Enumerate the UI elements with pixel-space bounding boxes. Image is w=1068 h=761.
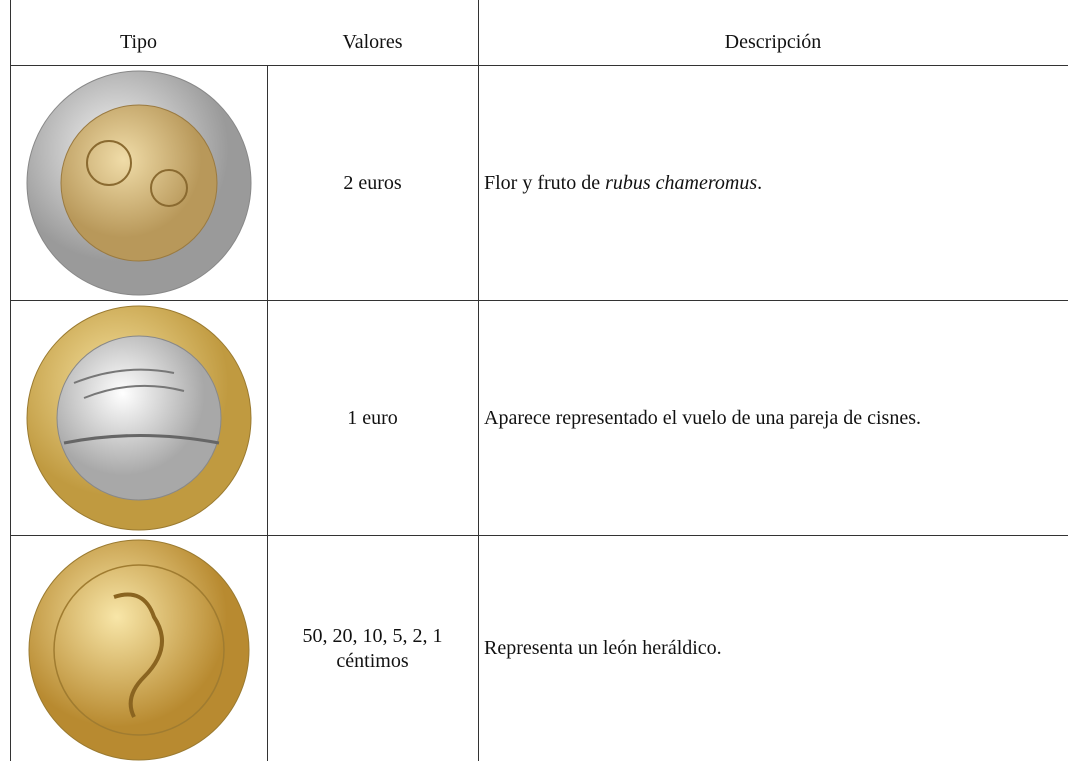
italic-text: rubus chameromus [605,171,758,194]
header-cell: Tipo [10,20,267,65]
description-text: Flor y fruto de rubus chameromus. [484,171,762,196]
header-cell: Valores [267,20,478,65]
border [10,65,1068,66]
description-cell: Representa un león heráldico. [484,536,1068,761]
border [267,65,268,761]
value-text: 50, 20, 10, 5, 2, 1 céntimos [302,624,443,672]
description-text: Representa un león heráldico. [484,637,722,659]
header-text: Valores [342,31,403,53]
value-text: 2 euros [343,171,402,194]
text: . [757,171,763,194]
coin-2-euro [26,70,252,296]
description-cell: Aparece representado el vuelo de una par… [484,301,1068,535]
border [10,0,11,761]
description-cell: Flor y fruto de rubus chameromus. [484,66,1068,300]
header-cell: Descripción [478,20,1068,65]
border [10,535,1068,536]
value-cell: 1 euro [267,301,478,535]
header-text: Tipo [119,31,158,53]
value-text: 1 euro [347,406,398,429]
description-text: Aparece representado el vuelo de una par… [484,406,922,429]
border [10,300,1068,301]
value-cell: 2 euros [267,66,478,300]
coin-1-euro [26,305,252,531]
coin-cent [28,539,250,761]
text: Flor y fruto de [484,171,606,194]
border [478,0,479,761]
value-cell: 50, 20, 10, 5, 2, 1 céntimos [272,536,473,761]
header-text: Descripción [724,31,822,53]
